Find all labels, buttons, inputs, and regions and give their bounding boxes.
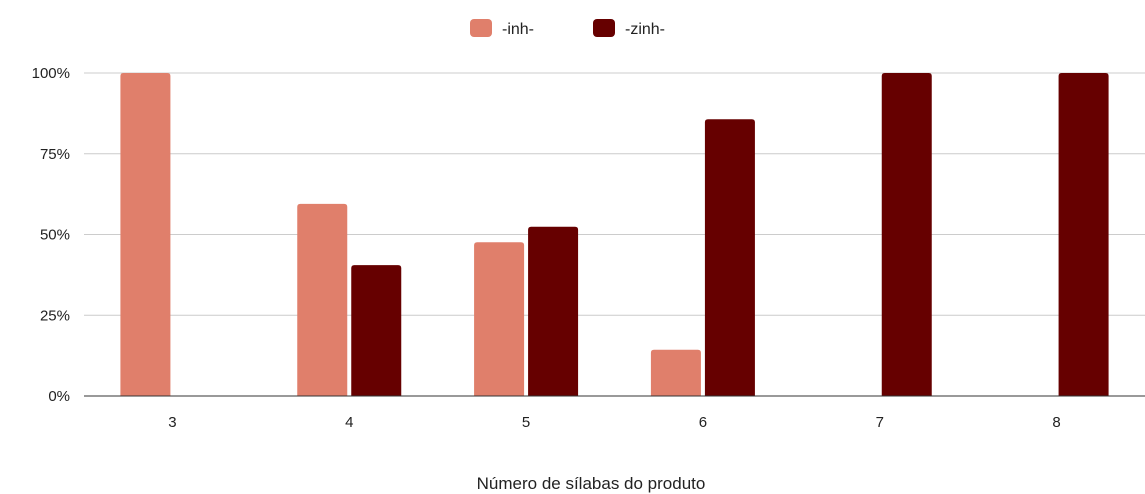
bar (881, 73, 932, 396)
legend-swatch (470, 19, 492, 37)
x-tick-label: 7 (876, 414, 884, 431)
bar (297, 203, 348, 396)
bar (704, 119, 755, 397)
x-axis-ticks: 3 4 5 6 7 8 (168, 414, 1061, 431)
legend-label: -inh- (502, 21, 534, 38)
x-tick-label: 6 (699, 414, 707, 431)
legend-swatch (593, 19, 615, 37)
y-tick-label: 50% (40, 227, 70, 244)
x-tick-label: 8 (1052, 414, 1060, 431)
y-tick-label: 75% (40, 146, 70, 163)
bar (120, 73, 171, 396)
y-axis-ticks: 0% 25% 50% 75% 100% (32, 65, 70, 405)
y-tick-label: 100% (32, 65, 70, 82)
x-axis-title: Número de sílabas do produto (477, 474, 706, 493)
gridlines (84, 72, 1145, 316)
bar (650, 349, 701, 396)
y-tick-label: 25% (40, 307, 70, 324)
bar (351, 265, 402, 396)
legend-label: -zinh- (625, 21, 665, 38)
legend: -inh- -zinh- (470, 19, 665, 38)
bars (120, 73, 1109, 397)
bar (528, 226, 579, 396)
x-tick-label: 4 (345, 414, 353, 431)
x-tick-label: 3 (168, 414, 176, 431)
x-tick-label: 5 (522, 414, 530, 431)
bar (1058, 73, 1109, 396)
y-tick-label: 0% (48, 388, 70, 405)
bar (474, 242, 525, 396)
